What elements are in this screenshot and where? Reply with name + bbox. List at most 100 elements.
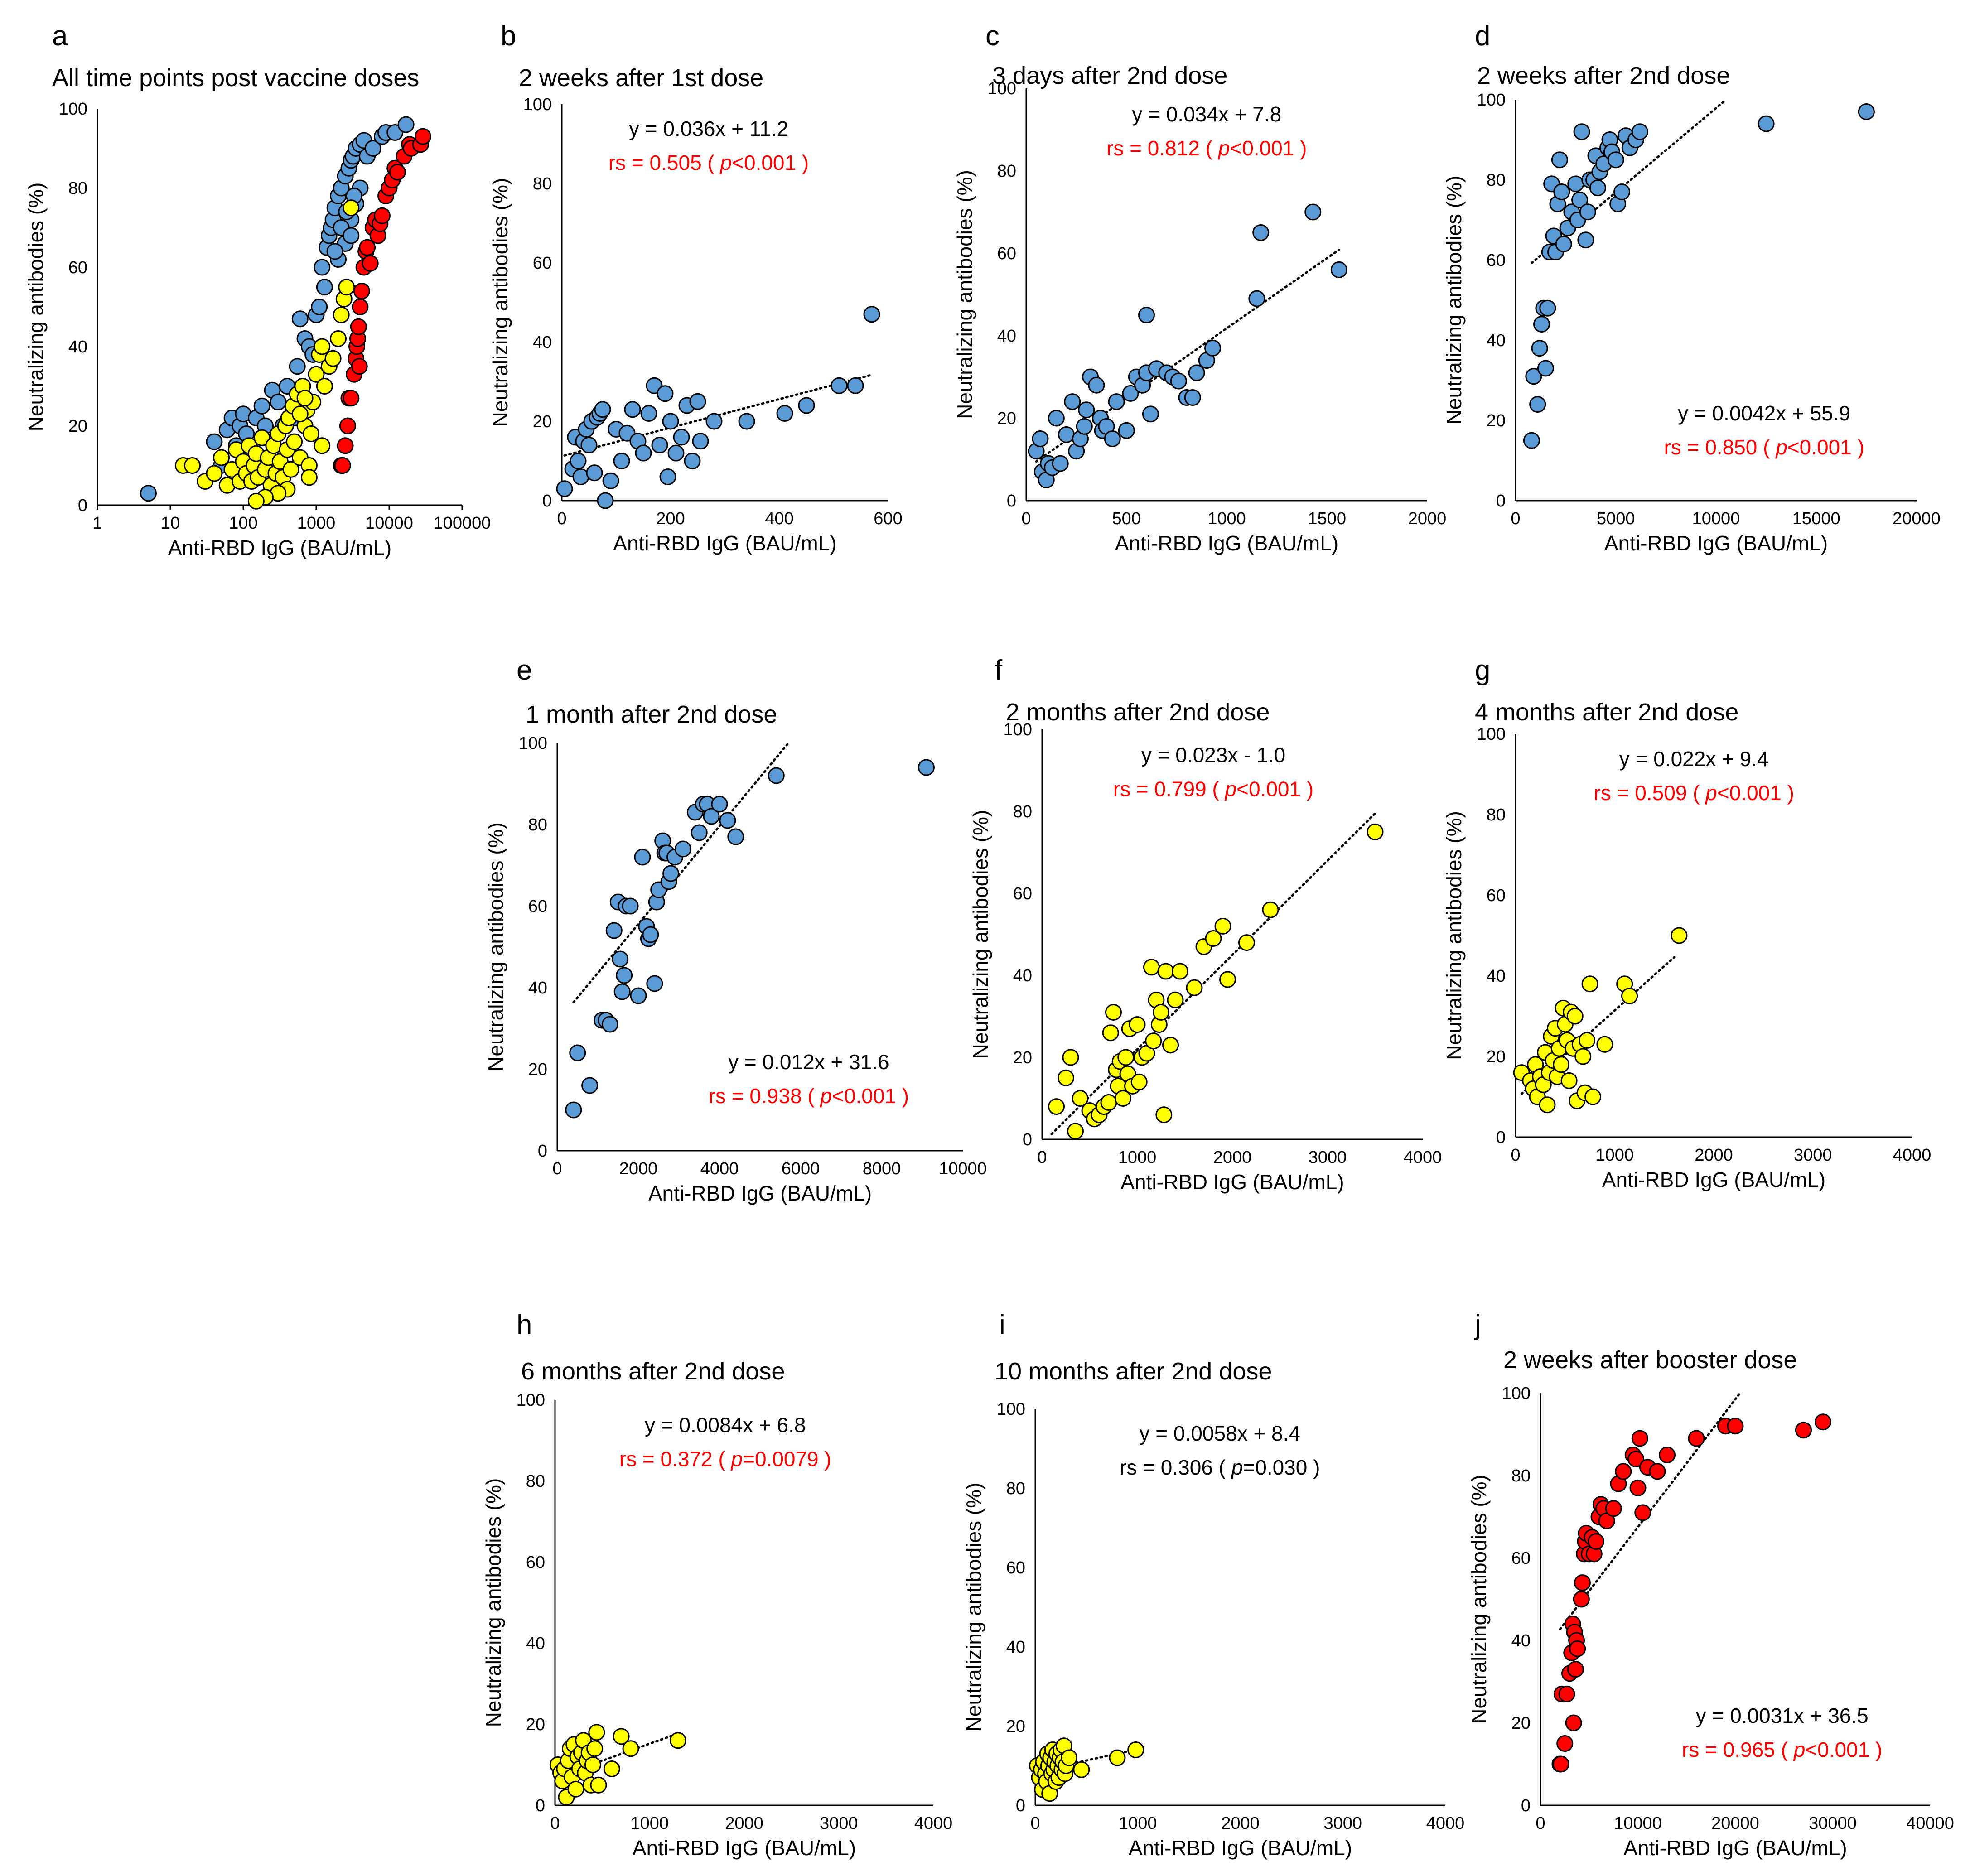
x-tick-label: 0: [1536, 1814, 1545, 1833]
data-point: [646, 975, 663, 992]
y-axis-label: Neutralizing antibodies (%): [488, 178, 512, 427]
x-tick-label: 3000: [1309, 1148, 1347, 1167]
panel-j: j2 weeks after booster dose0204060801000…: [1467, 1309, 1954, 1860]
data-point: [1214, 917, 1231, 935]
data-point: [642, 926, 659, 943]
chart-title: 6 months after 2nd dose: [521, 1358, 785, 1385]
p-letter: p: [1793, 1738, 1806, 1761]
data-point: [343, 390, 360, 407]
y-tick-label: 0: [1521, 1796, 1531, 1815]
y-tick-label: 100: [517, 1391, 545, 1410]
data-point: [1613, 183, 1631, 201]
data-point: [1795, 1422, 1812, 1439]
data-point: [1567, 1661, 1584, 1678]
spearman-stat: rs = 0.505 ( p<0.001 ): [608, 151, 809, 174]
data-point: [1172, 963, 1188, 980]
trendline: [1050, 812, 1376, 1135]
y-tick-label: 80: [1487, 171, 1506, 190]
data-point: [1262, 901, 1279, 918]
data-point: [662, 865, 680, 882]
data-point: [1649, 1463, 1666, 1480]
trendline: [572, 742, 790, 1003]
spearman-stat: rs = 0.850 ( p<0.001 ): [1664, 435, 1864, 459]
y-tick-label: 0: [1496, 492, 1506, 511]
p-value: <0.001 ): [732, 151, 809, 174]
x-tick-label: 1: [92, 514, 102, 533]
data-point: [634, 849, 651, 866]
data-point: [669, 1732, 686, 1749]
data-point: [1567, 175, 1584, 193]
data-point: [183, 457, 201, 474]
data-point: [684, 453, 701, 469]
data-point: [337, 437, 354, 454]
data-point: [567, 1780, 584, 1798]
p-value: <0.001 ): [1236, 777, 1313, 801]
y-tick-label: 80: [997, 162, 1016, 181]
data-point: [1577, 231, 1594, 249]
data-point: [1688, 1430, 1705, 1447]
data-point: [1078, 401, 1095, 419]
x-tick-label: 0: [1037, 1148, 1047, 1167]
data-point: [556, 480, 573, 497]
x-tick-label: 600: [874, 509, 902, 528]
data-point: [581, 1077, 599, 1094]
data-point: [1157, 963, 1174, 980]
x-tick-label: 10000: [1614, 1814, 1662, 1833]
data-point: [1142, 405, 1159, 423]
x-tick-label: 10: [161, 514, 180, 533]
data-point: [1560, 1072, 1578, 1089]
x-tick-label: 3000: [1323, 1814, 1362, 1833]
data-point: [616, 967, 633, 984]
data-point: [314, 259, 331, 276]
data-point: [1108, 393, 1125, 410]
data-point: [667, 444, 685, 462]
data-point: [351, 358, 368, 375]
panel-label: e: [517, 655, 532, 686]
data-point: [705, 413, 723, 430]
x-tick-label: 1000: [1119, 1814, 1157, 1833]
y-tick-label: 40: [1487, 967, 1506, 986]
data-point: [296, 390, 314, 407]
data-point: [768, 767, 785, 784]
spearman-stat: rs = 0.812 ( p<0.001 ): [1106, 136, 1307, 160]
data-point: [291, 405, 309, 423]
data-point: [1062, 1049, 1079, 1066]
x-axis-label: Anti-RBD IgG (BAU/mL): [168, 536, 391, 559]
data-point: [798, 397, 815, 414]
x-tick-label: 200: [656, 509, 685, 528]
rs-prefix: rs = 0.799 (: [1113, 777, 1225, 801]
data-point: [569, 1044, 586, 1061]
rs-prefix: rs = 0.812 (: [1106, 136, 1218, 160]
p-value: <0.001 ): [1805, 1738, 1882, 1761]
data-point: [343, 227, 360, 244]
data-point: [605, 922, 623, 939]
x-tick-label: 3000: [820, 1814, 858, 1833]
y-tick-label: 20: [526, 1715, 545, 1734]
y-tick-label: 0: [1023, 1130, 1032, 1149]
data-point: [286, 433, 303, 450]
rs-prefix: rs = 0.505 (: [608, 151, 720, 174]
regression-equation: y = 0.0042x + 55.9: [1678, 401, 1850, 425]
panel-label: a: [52, 20, 68, 52]
y-tick-label: 80: [528, 815, 547, 834]
data-point: [1629, 1479, 1647, 1496]
data-point: [1556, 1735, 1574, 1752]
p-letter: p: [1231, 1456, 1243, 1479]
data-point: [586, 464, 603, 482]
y-tick-label: 80: [533, 174, 552, 193]
data-point: [1533, 316, 1550, 333]
data-point: [1589, 179, 1606, 197]
x-tick-label: 2000: [1695, 1146, 1733, 1165]
panel-d: d 2 weeks after 2nd dose 0 20 40 60 80 100 0 5000…: [1442, 20, 1941, 555]
data-point: [1571, 191, 1589, 208]
data-point: [1102, 1024, 1119, 1042]
data-point: [1122, 385, 1139, 402]
data-point: [1105, 1003, 1122, 1021]
data-point: [338, 279, 355, 296]
data-point: [314, 437, 331, 454]
data-point: [316, 279, 333, 296]
p-value: =0.0079 ): [743, 1447, 831, 1471]
data-point: [350, 318, 367, 335]
data-point: [300, 469, 318, 486]
